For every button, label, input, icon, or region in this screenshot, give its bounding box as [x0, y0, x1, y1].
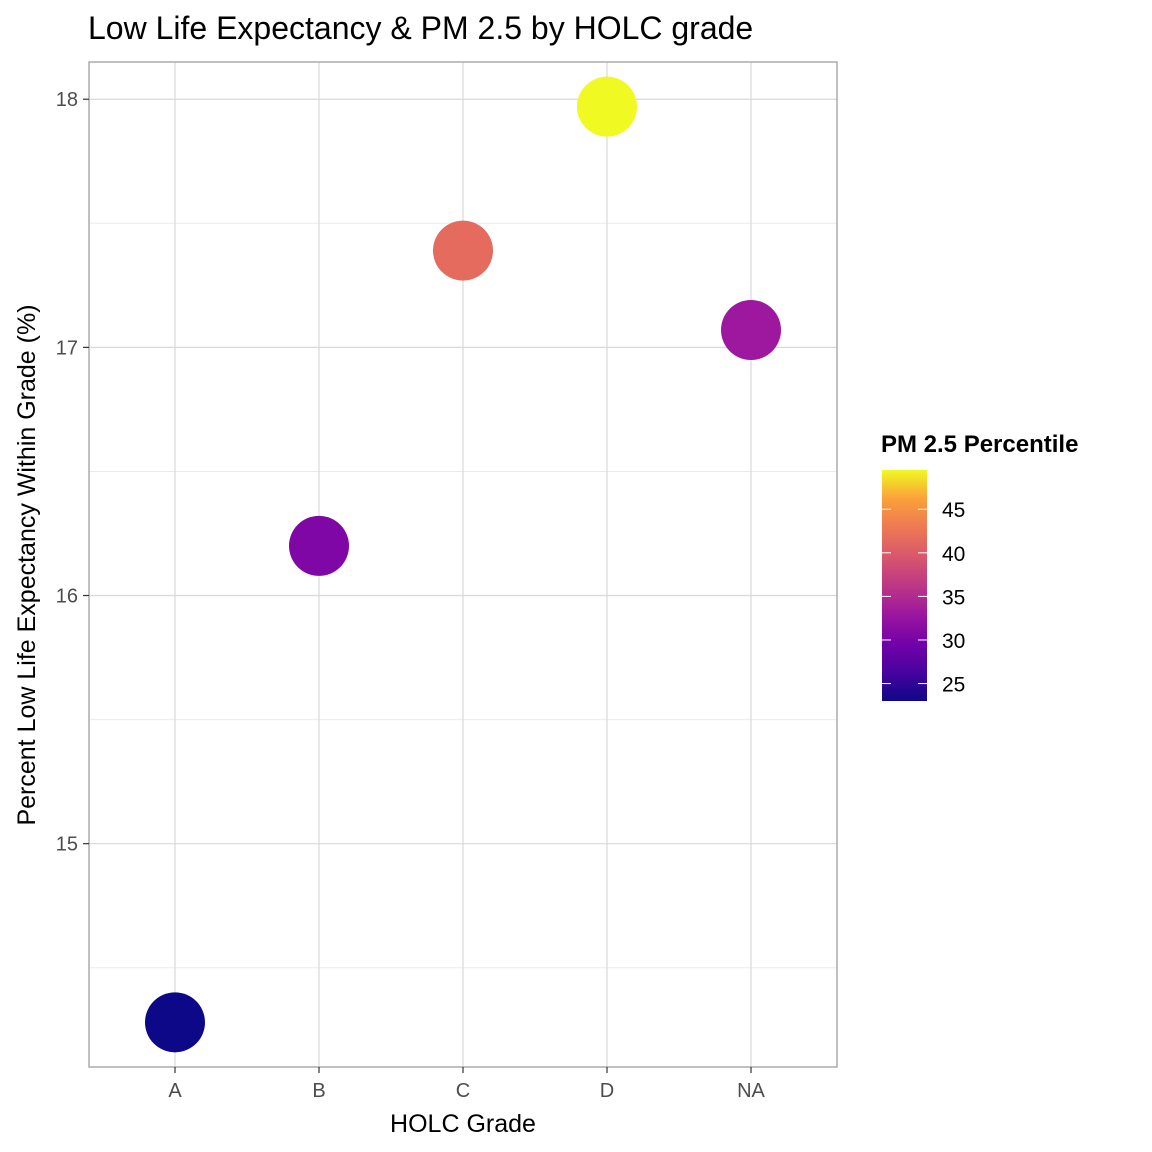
y-tick-label: 18 — [56, 89, 78, 111]
x-axis: A B C D NA — [168, 1067, 766, 1102]
x-axis-title: HOLC Grade — [390, 1110, 536, 1138]
data-points — [145, 76, 781, 1053]
y-tick-label: 15 — [56, 834, 78, 856]
y-axis: 15 16 17 18 — [56, 89, 89, 856]
legend-tick-label: 40 — [942, 543, 965, 566]
legend-tick-label: 25 — [942, 674, 965, 697]
legend-ticks: 25 30 35 40 45 — [882, 499, 965, 697]
x-tick-label: D — [600, 1080, 614, 1102]
chart-title: Low Life Expectancy & PM 2.5 by HOLC gra… — [88, 10, 753, 46]
legend-colorbar — [882, 470, 927, 701]
y-axis-title: Percent Low Life Expectancy Within Grade… — [13, 304, 41, 825]
x-tick-label: B — [312, 1080, 325, 1102]
legend: PM 2.5 Percentile 25 30 35 40 45 — [881, 431, 1078, 701]
x-tick-label: NA — [737, 1080, 765, 1102]
data-point-d — [577, 76, 637, 137]
data-point-b — [289, 515, 349, 576]
legend-tick-label: 30 — [942, 630, 965, 653]
y-tick-label: 17 — [56, 337, 78, 359]
legend-title: PM 2.5 Percentile — [881, 431, 1078, 458]
y-tick-label: 16 — [56, 586, 78, 608]
x-tick-label: A — [168, 1080, 182, 1102]
legend-tick-label: 35 — [942, 586, 965, 609]
data-point-na — [721, 300, 781, 360]
data-point-a — [145, 992, 205, 1053]
x-tick-label: C — [456, 1080, 470, 1102]
legend-tick-label: 45 — [942, 499, 965, 522]
data-point-c — [433, 220, 493, 281]
